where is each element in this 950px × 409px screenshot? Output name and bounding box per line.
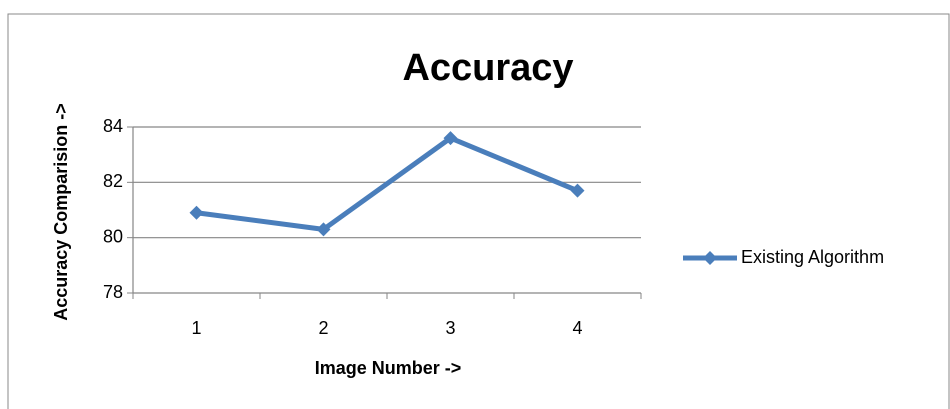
y-axis-label: Accuracy Comparision -> [51,103,71,321]
y-tick-label: 80 [103,226,123,246]
x-tick-label: 4 [572,318,582,338]
chart-title: Accuracy [402,47,573,89]
x-tick-label: 3 [445,318,455,338]
point-marker [189,205,204,220]
y-tick-label: 78 [103,282,123,302]
point-marker [443,131,458,146]
y-tick-label: 82 [103,171,123,191]
series-line [196,135,579,232]
y-tick-label: 84 [103,116,123,136]
chart-frame [7,13,950,409]
x-axis-label: Image Number -> [315,358,462,378]
legend-label: Existing Algorithm [741,247,884,267]
point-marker [316,222,331,237]
legend-marker [703,251,717,265]
x-tick-label: 2 [318,318,328,338]
x-tick-label: 1 [191,318,201,338]
point-marker [570,183,585,198]
